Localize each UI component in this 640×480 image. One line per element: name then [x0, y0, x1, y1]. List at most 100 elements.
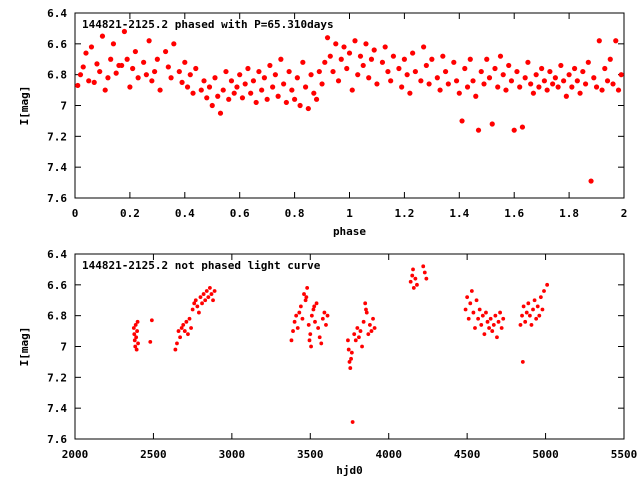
data-point	[577, 90, 583, 96]
data-point	[536, 84, 542, 90]
data-point	[211, 298, 215, 303]
data-point	[110, 41, 117, 47]
data-point	[493, 313, 498, 318]
data-point	[333, 41, 339, 47]
y-tick-label: 7.6	[47, 192, 67, 205]
data-point	[314, 301, 319, 306]
data-point	[498, 310, 502, 315]
data-point	[464, 84, 471, 90]
data-point	[135, 319, 140, 324]
data-point	[203, 298, 208, 303]
data-point	[424, 276, 429, 281]
data-point	[349, 350, 354, 355]
data-point	[189, 326, 193, 330]
data-point	[485, 319, 490, 324]
data-point	[134, 335, 139, 340]
data-point	[212, 289, 217, 293]
data-point	[132, 48, 138, 55]
data-point	[209, 292, 214, 296]
data-point	[105, 75, 111, 81]
y-tick-label: 7.6	[47, 433, 67, 446]
data-point	[484, 56, 490, 62]
data-point	[357, 335, 361, 340]
data-point	[467, 56, 473, 62]
data-point	[437, 87, 443, 93]
data-point	[300, 316, 305, 321]
data-point	[113, 70, 119, 76]
data-point	[91, 79, 97, 85]
data-point	[322, 310, 327, 315]
data-point	[519, 124, 526, 130]
data-point	[422, 270, 427, 275]
data-point	[599, 87, 605, 93]
y-axis-label: I[mag]	[18, 327, 31, 367]
data-point	[316, 68, 322, 75]
data-point	[495, 84, 501, 90]
data-point	[580, 68, 586, 75]
data-point	[308, 332, 313, 337]
y-tick-label: 6.8	[47, 69, 67, 82]
data-point	[215, 93, 221, 99]
data-point	[523, 319, 528, 324]
data-point	[228, 78, 235, 84]
data-point	[346, 347, 351, 352]
data-point	[360, 62, 366, 69]
data-point	[286, 68, 292, 75]
data-point	[200, 301, 204, 306]
x-tick-label: 5500	[611, 448, 638, 461]
data-point	[501, 316, 506, 321]
data-point	[520, 313, 524, 318]
data-point	[77, 72, 84, 78]
data-point	[453, 78, 460, 84]
data-point	[327, 53, 333, 59]
data-point	[525, 59, 531, 65]
y-tick-label: 6.4	[47, 7, 67, 20]
data-point	[204, 95, 210, 101]
data-point	[325, 313, 330, 318]
y-tick-label: 6.8	[47, 310, 67, 323]
data-point	[319, 341, 324, 346]
data-point	[518, 323, 523, 327]
data-point	[421, 44, 427, 50]
data-point	[537, 313, 542, 318]
data-point	[239, 95, 246, 101]
chart-title: 144821-2125.2 not phased light curve	[82, 259, 321, 272]
data-point	[474, 298, 479, 303]
x-tick-label: 1.8	[559, 207, 579, 220]
data-point	[361, 319, 366, 324]
data-point	[302, 84, 309, 90]
data-point	[408, 279, 413, 284]
data-point	[149, 318, 154, 323]
data-point	[418, 78, 424, 84]
data-point	[520, 360, 525, 364]
data-point	[124, 56, 130, 62]
data-point	[350, 420, 355, 424]
data-point	[198, 295, 203, 300]
data-point	[242, 81, 248, 87]
data-point	[588, 178, 594, 184]
data-point	[226, 96, 232, 102]
data-point	[206, 84, 213, 90]
data-point	[349, 87, 355, 93]
data-point	[496, 319, 501, 324]
data-point	[541, 78, 547, 84]
data-point	[322, 59, 328, 65]
data-point	[445, 81, 451, 87]
x-tick-label: 4000	[375, 448, 402, 461]
data-point	[127, 84, 133, 90]
data-point	[146, 38, 152, 44]
y-tick-label: 7.2	[47, 371, 67, 384]
data-point	[275, 93, 281, 99]
data-point	[524, 310, 529, 315]
chart-title: 144821-2125.2 phased with P=65.310days	[82, 18, 334, 31]
data-point	[311, 307, 316, 312]
data-point	[134, 347, 139, 352]
data-point	[306, 323, 311, 327]
data-point	[555, 84, 561, 90]
data-point	[154, 56, 160, 62]
data-point	[133, 344, 138, 349]
data-point	[539, 65, 545, 72]
data-point	[434, 75, 440, 81]
data-point	[338, 56, 344, 62]
